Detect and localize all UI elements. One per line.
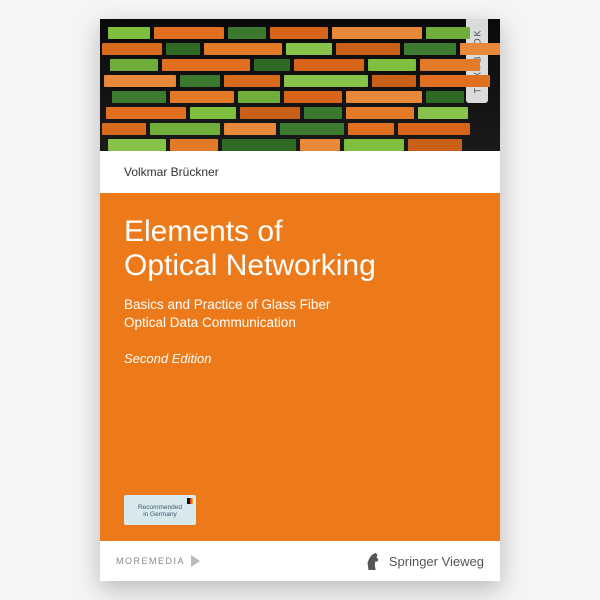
pattern-brick	[228, 27, 266, 39]
pattern-brick	[420, 59, 480, 71]
book-cover: TEXTBOOK Volkmar Brückner Elements of Op…	[100, 19, 500, 581]
pattern-brick	[284, 75, 368, 87]
pattern-brick	[224, 75, 280, 87]
pattern-brick	[344, 139, 404, 151]
main-panel: Elements of Optical Networking Basics an…	[100, 193, 500, 541]
badge-line-1: Recommended	[138, 504, 182, 511]
pattern-brick	[280, 123, 344, 135]
decorative-pattern-band: TEXTBOOK	[100, 19, 500, 151]
pattern-brick	[106, 107, 186, 119]
pattern-brick	[426, 27, 470, 39]
footer-bar: MOREMEDIA Springer Vieweg	[100, 541, 500, 581]
pattern-brick	[108, 27, 150, 39]
pattern-brick	[102, 123, 146, 135]
book-subtitle: Basics and Practice of Glass Fiber Optic…	[124, 296, 476, 332]
title-line-2: Optical Networking	[124, 249, 376, 282]
pattern-brick	[108, 139, 166, 151]
pattern-brick	[418, 107, 468, 119]
pattern-brick	[240, 107, 300, 119]
pattern-brick	[460, 43, 500, 55]
flag-icon	[187, 498, 193, 504]
edition-label: Second Edition	[124, 351, 476, 366]
pattern-brick	[154, 27, 224, 39]
pattern-brick	[270, 27, 328, 39]
subtitle-line-1: Basics and Practice of Glass Fiber	[124, 297, 330, 312]
pattern-brick	[408, 139, 462, 151]
pattern-brick	[332, 27, 422, 39]
pattern-brick	[180, 75, 220, 87]
pattern-brick	[224, 123, 276, 135]
pattern-brick	[190, 107, 236, 119]
publisher-name: Springer Vieweg	[389, 554, 484, 569]
pattern-brick	[112, 91, 166, 103]
badge-line-2: in Germany	[143, 511, 177, 518]
pattern-brick	[166, 43, 200, 55]
pattern-brick	[254, 59, 290, 71]
pattern-brick	[300, 139, 340, 151]
pattern-brick	[104, 75, 176, 87]
pattern-brick	[346, 91, 422, 103]
subtitle-line-2: Optical Data Communication	[124, 315, 296, 330]
pattern-brick	[204, 43, 282, 55]
pattern-brick	[346, 107, 414, 119]
pattern-brick	[170, 139, 218, 151]
pattern-brick	[170, 91, 234, 103]
publisher-brand: Springer Vieweg	[365, 552, 484, 570]
pattern-brick	[336, 43, 400, 55]
pattern-brick	[348, 123, 394, 135]
pattern-brick	[368, 59, 416, 71]
author-strip: Volkmar Brückner	[100, 151, 500, 193]
pattern-brick	[222, 139, 296, 151]
pattern-brick	[238, 91, 280, 103]
pattern-brick	[404, 43, 456, 55]
recommended-badge: Recommended in Germany	[124, 495, 196, 525]
pattern-brick	[162, 59, 250, 71]
pattern-brick	[420, 75, 490, 87]
pattern-brick	[398, 123, 470, 135]
pattern-brick	[150, 123, 220, 135]
pattern-brick	[304, 107, 342, 119]
pattern-brick	[284, 91, 342, 103]
pattern-brick	[286, 43, 332, 55]
author-name: Volkmar Brückner	[124, 165, 476, 179]
play-icon	[191, 555, 200, 567]
pattern-brick	[294, 59, 364, 71]
springer-horse-icon	[365, 552, 383, 570]
title-line-1: Elements of	[124, 215, 282, 248]
moremedia-badge: MOREMEDIA	[116, 555, 200, 567]
pattern-brick	[426, 91, 464, 103]
book-title: Elements of Optical Networking	[124, 215, 476, 282]
moremedia-label: MOREMEDIA	[116, 556, 185, 566]
pattern-brick	[110, 59, 158, 71]
pattern-brick	[102, 43, 162, 55]
pattern-brick	[372, 75, 416, 87]
